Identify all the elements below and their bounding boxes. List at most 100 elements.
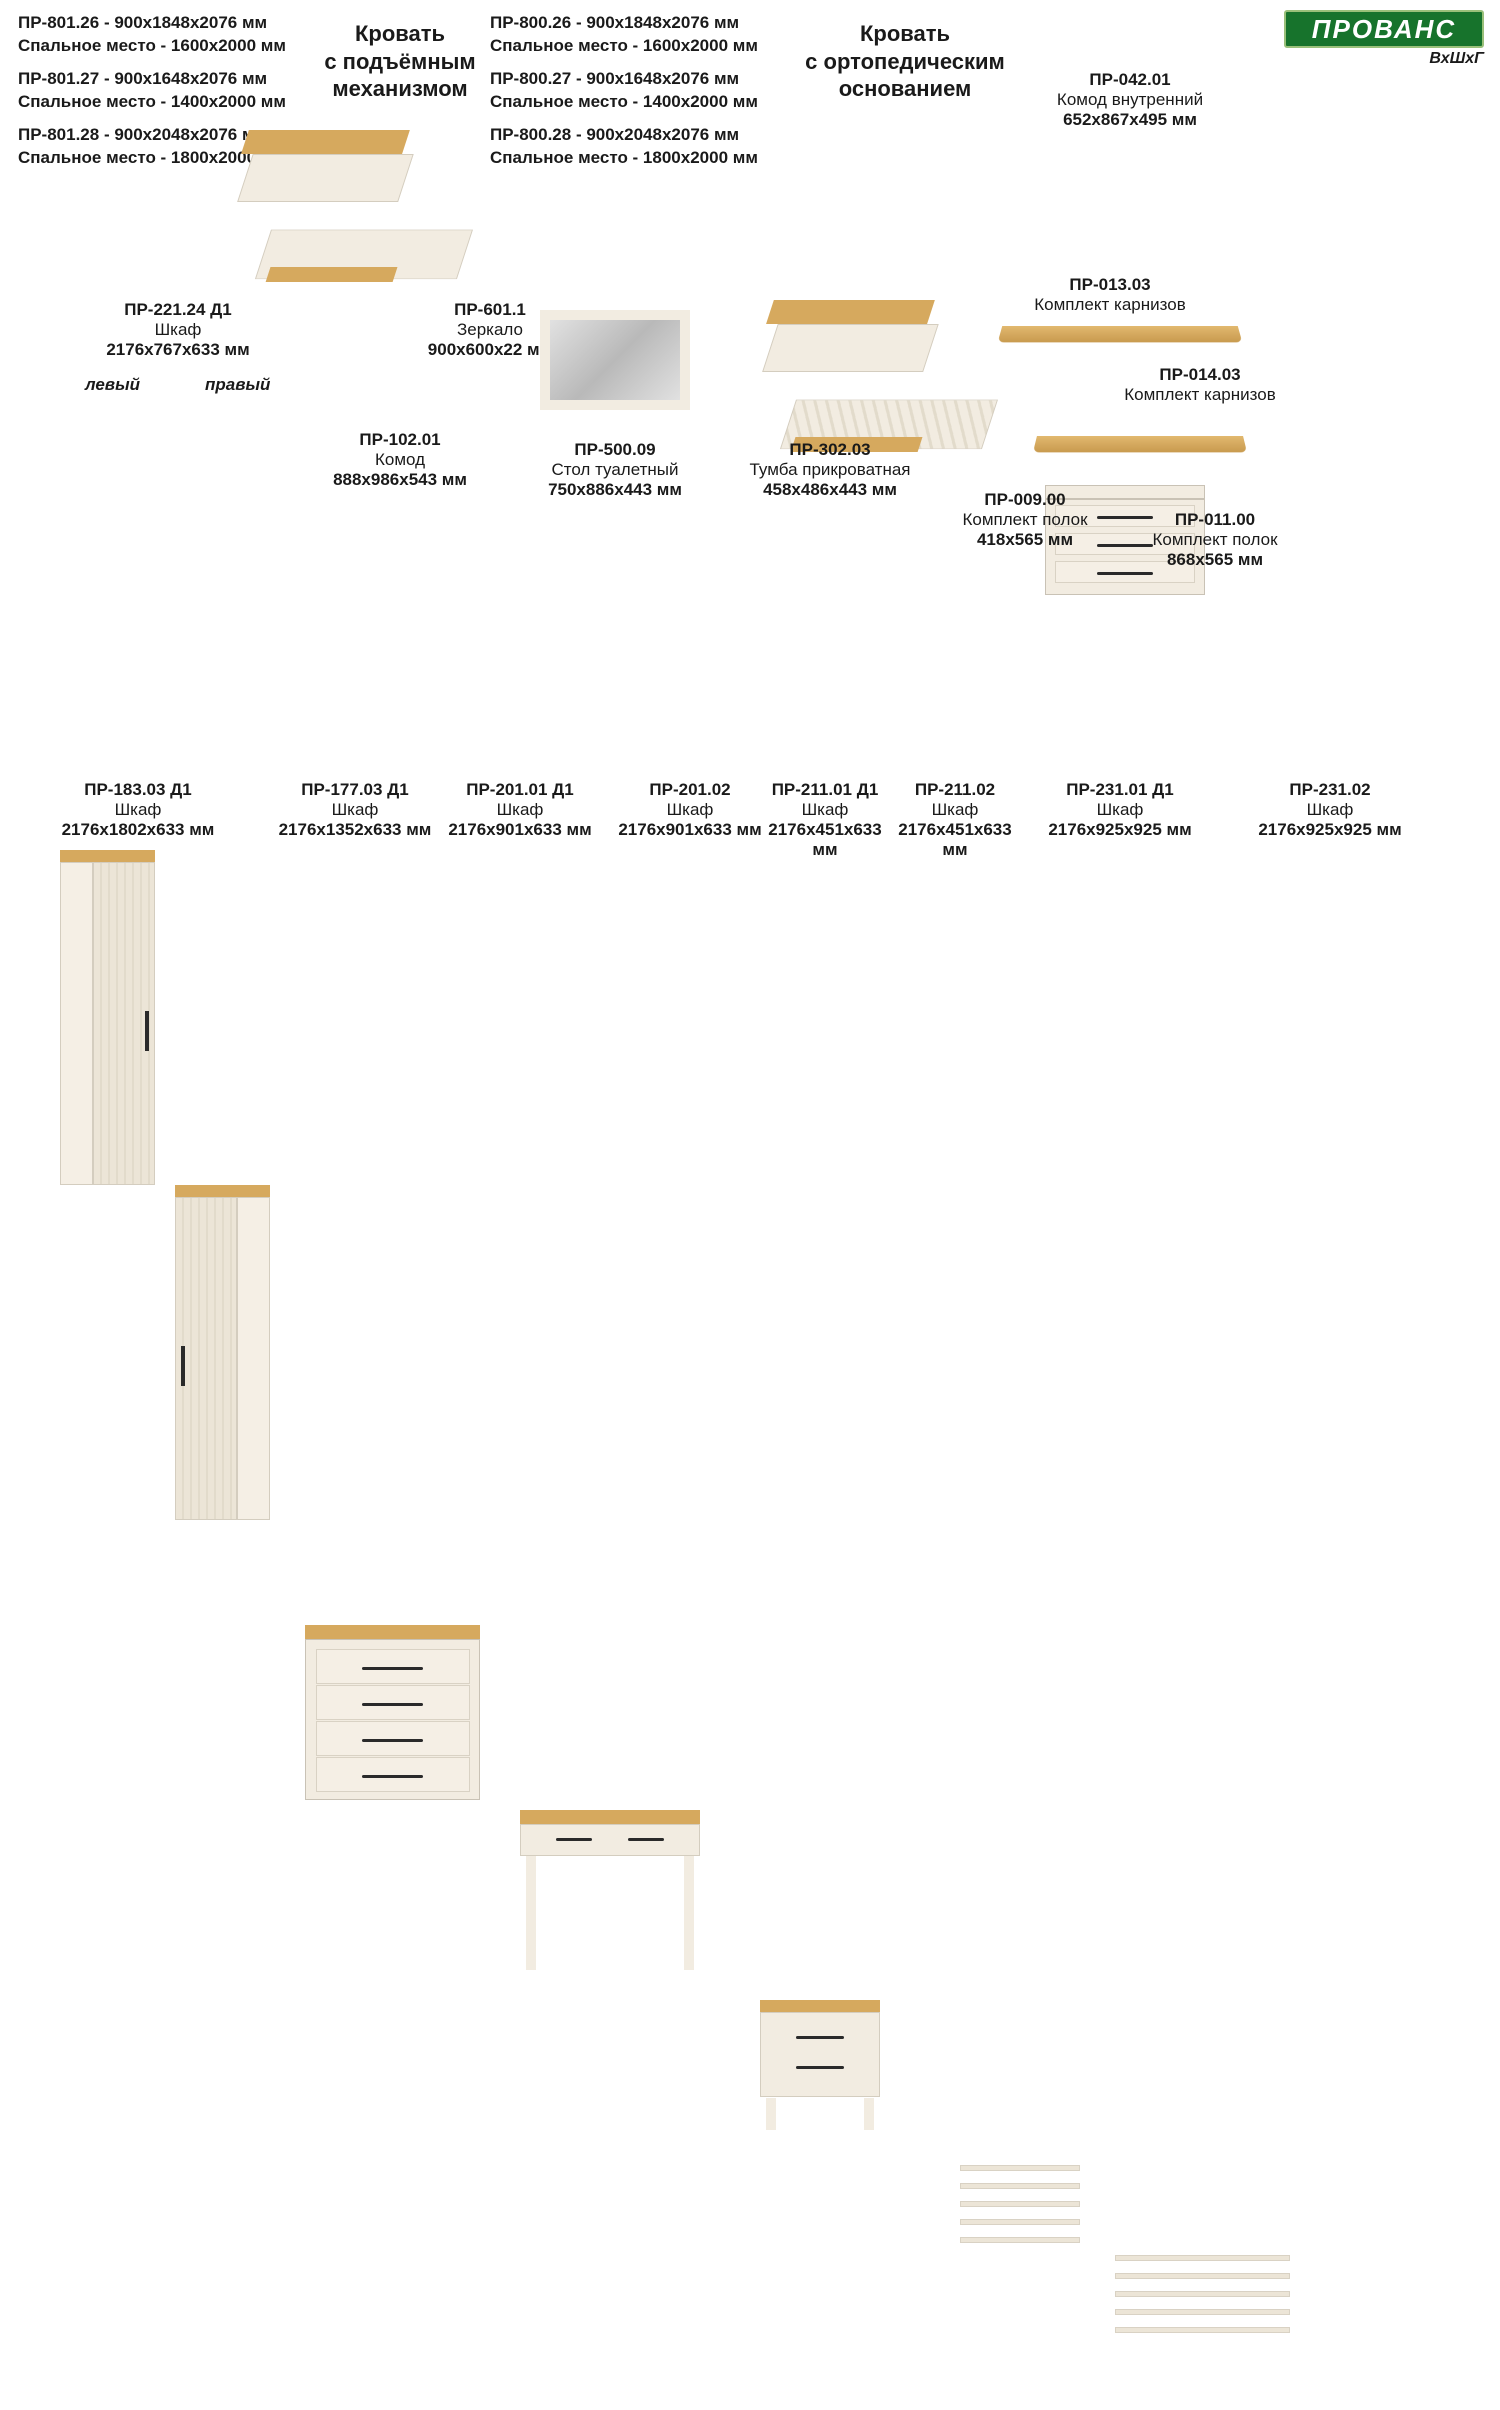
item-name: Комплект полок bbox=[930, 510, 1120, 530]
bed-left-drawing bbox=[245, 130, 475, 300]
item-code: ПР-183.03 Д1 bbox=[3, 780, 273, 800]
item-pr042-label: ПР-042.01 Комод внутренний 652х867х495 м… bbox=[1030, 70, 1230, 130]
item-pr014-label: ПР-014.03 Комплект карнизов bbox=[1090, 365, 1310, 405]
item-name: Шкаф bbox=[435, 800, 605, 820]
item-pr221-label: ПР-221.24 Д1 Шкаф 2176х767х633 мм bbox=[88, 300, 268, 360]
item-dim: 652х867х495 мм bbox=[1030, 110, 1230, 130]
item-dim: 2176х767х633 мм bbox=[88, 340, 268, 360]
item-name: Шкаф bbox=[3, 800, 273, 820]
item-name: Тумба прикроватная bbox=[720, 460, 940, 480]
pr221-left-label: левый bbox=[85, 375, 140, 395]
item-name: Шкаф bbox=[1235, 800, 1425, 820]
bed-right-spec-1: ПР-800.27 - 900х1648х2076 мм Спальное ме… bbox=[490, 68, 758, 114]
item-code: ПР-221.24 Д1 bbox=[88, 300, 268, 320]
item-pr013-label: ПР-013.03 Комплект карнизов bbox=[1000, 275, 1220, 315]
spec-sleep: Спальное место - 1800х2000 мм bbox=[490, 147, 758, 170]
title-l2: с подъёмным bbox=[300, 48, 500, 76]
title-l2: с ортопедическим bbox=[790, 48, 1020, 76]
title-l3: механизмом bbox=[300, 75, 500, 103]
bed-right-spec-0: ПР-800.26 - 900х1848х2076 мм Спальное ме… bbox=[490, 12, 758, 58]
item-dim: 2176х925х925 мм bbox=[1025, 820, 1215, 840]
item-pr011-label: ПР-011.00 Комплект полок 868х565 мм bbox=[1120, 510, 1310, 570]
bed-right-title: Кровать с ортопедическим основанием bbox=[790, 20, 1020, 103]
item-code: ПР-013.03 bbox=[1000, 275, 1220, 295]
pr221-right-drawing bbox=[175, 1185, 270, 1520]
spec-code: ПР-800.28 - 900х2048х2076 мм bbox=[490, 124, 758, 147]
item-name: Комплект полок bbox=[1120, 530, 1310, 550]
pr221-right-label: правый bbox=[205, 375, 270, 395]
item-code: ПР-014.03 bbox=[1090, 365, 1310, 385]
spec-sleep: Спальное место - 1400х2000 мм bbox=[18, 91, 286, 114]
item-dim: 2176х901х633 мм bbox=[435, 820, 605, 840]
spec-code: ПР-800.27 - 900х1648х2076 мм bbox=[490, 68, 758, 91]
item-code: ПР-042.01 bbox=[1030, 70, 1230, 90]
item-pr102-label: ПР-102.01 Комод 888х986х543 мм bbox=[310, 430, 490, 490]
wardrobe-label: ПР-183.03 Д1Шкаф2176х1802х633 мм bbox=[3, 780, 273, 840]
wardrobe-label: ПР-231.02Шкаф2176х925х925 мм bbox=[1235, 780, 1425, 840]
wardrobe-label: ПР-231.01 Д1Шкаф2176х925х925 мм bbox=[1025, 780, 1215, 840]
item-pr009-drawing bbox=[960, 2165, 1080, 2245]
item-code: ПР-201.01 Д1 bbox=[435, 780, 605, 800]
item-code: ПР-102.01 bbox=[310, 430, 490, 450]
item-name: Комплект карнизов bbox=[1090, 385, 1310, 405]
wardrobe-label: ПР-201.01 Д1Шкаф2176х901х633 мм bbox=[435, 780, 605, 840]
item-name: Стол туалетный bbox=[520, 460, 710, 480]
item-pr011-drawing bbox=[1115, 2255, 1290, 2335]
spec-code: ПР-801.26 - 900х1848х2076 мм bbox=[18, 12, 286, 35]
item-pr500-drawing bbox=[520, 1810, 700, 1970]
title-l3: основанием bbox=[790, 75, 1020, 103]
item-name: Шкаф bbox=[765, 800, 885, 820]
item-dim: 2176х451х633 мм bbox=[765, 820, 885, 860]
item-pr014-drawing bbox=[1033, 436, 1247, 452]
item-code: ПР-011.00 bbox=[1120, 510, 1310, 530]
wardrobe-label: ПР-211.02Шкаф2176х451х633 мм bbox=[895, 780, 1015, 860]
item-dim: 458х486х443 мм bbox=[720, 480, 940, 500]
bed-left-title: Кровать с подъёмным механизмом bbox=[300, 20, 500, 103]
item-code: ПР-009.00 bbox=[930, 490, 1120, 510]
item-name: Шкаф bbox=[1025, 800, 1215, 820]
wardrobe-label: ПР-177.03 Д1Шкаф2176х1352х633 мм bbox=[245, 780, 465, 840]
bed-right-spec-2: ПР-800.28 - 900х2048х2076 мм Спальное ме… bbox=[490, 124, 758, 170]
title-l1: Кровать bbox=[300, 20, 500, 48]
item-dim: 2176х451х633 мм bbox=[895, 820, 1015, 860]
wardrobe-label: ПР-211.01 Д1Шкаф2176х451х633 мм bbox=[765, 780, 885, 860]
item-name: Комплект карнизов bbox=[1000, 295, 1220, 315]
item-dim: 2176х1352х633 мм bbox=[245, 820, 465, 840]
item-name: Шкаф bbox=[605, 800, 775, 820]
item-code: ПР-201.02 bbox=[605, 780, 775, 800]
wardrobe-label: ПР-201.02Шкаф2176х901х633 мм bbox=[605, 780, 775, 840]
spec-sleep: Спальное место - 1600х2000 мм bbox=[490, 35, 758, 58]
item-pr302-drawing bbox=[760, 2000, 880, 2130]
item-dim: 2176х1802х633 мм bbox=[3, 820, 273, 840]
bed-left-spec-0: ПР-801.26 - 900х1848х2076 мм Спальное ме… bbox=[18, 12, 286, 58]
spec-sleep: Спальное место - 1400х2000 мм bbox=[490, 91, 758, 114]
item-name: Шкаф bbox=[895, 800, 1015, 820]
spec-sleep: Спальное место - 1600х2000 мм bbox=[18, 35, 286, 58]
item-pr500-label: ПР-500.09 Стол туалетный 750х886х443 мм bbox=[520, 440, 710, 500]
item-code: ПР-231.02 bbox=[1235, 780, 1425, 800]
spec-code: ПР-800.26 - 900х1848х2076 мм bbox=[490, 12, 758, 35]
item-name: Комод внутренний bbox=[1030, 90, 1230, 110]
item-name: Шкаф bbox=[88, 320, 268, 340]
item-name: Шкаф bbox=[245, 800, 465, 820]
pr221-left-drawing bbox=[60, 850, 155, 1185]
item-code: ПР-177.03 Д1 bbox=[245, 780, 465, 800]
item-dim: 418х565 мм bbox=[930, 530, 1120, 550]
item-pr102-drawing bbox=[305, 1625, 480, 1800]
item-code: ПР-211.02 bbox=[895, 780, 1015, 800]
item-pr009-label: ПР-009.00 Комплект полок 418х565 мм bbox=[930, 490, 1120, 550]
item-dim: 2176х925х925 мм bbox=[1235, 820, 1425, 840]
item-dim: 750х886х443 мм bbox=[520, 480, 710, 500]
title-l1: Кровать bbox=[790, 20, 1020, 48]
bed-left-spec-1: ПР-801.27 - 900х1648х2076 мм Спальное ме… bbox=[18, 68, 286, 114]
item-code: ПР-211.01 Д1 bbox=[765, 780, 885, 800]
brand-logo: ПРОВАНС bbox=[1284, 10, 1484, 48]
item-pr013-drawing bbox=[998, 326, 1243, 342]
item-dim: 888х986х543 мм bbox=[310, 470, 490, 490]
item-pr601-drawing bbox=[540, 310, 690, 410]
item-code: ПР-231.01 Д1 bbox=[1025, 780, 1215, 800]
item-name: Комод bbox=[310, 450, 490, 470]
item-dim: 868х565 мм bbox=[1120, 550, 1310, 570]
spec-code: ПР-801.27 - 900х1648х2076 мм bbox=[18, 68, 286, 91]
item-dim: 2176х901х633 мм bbox=[605, 820, 775, 840]
